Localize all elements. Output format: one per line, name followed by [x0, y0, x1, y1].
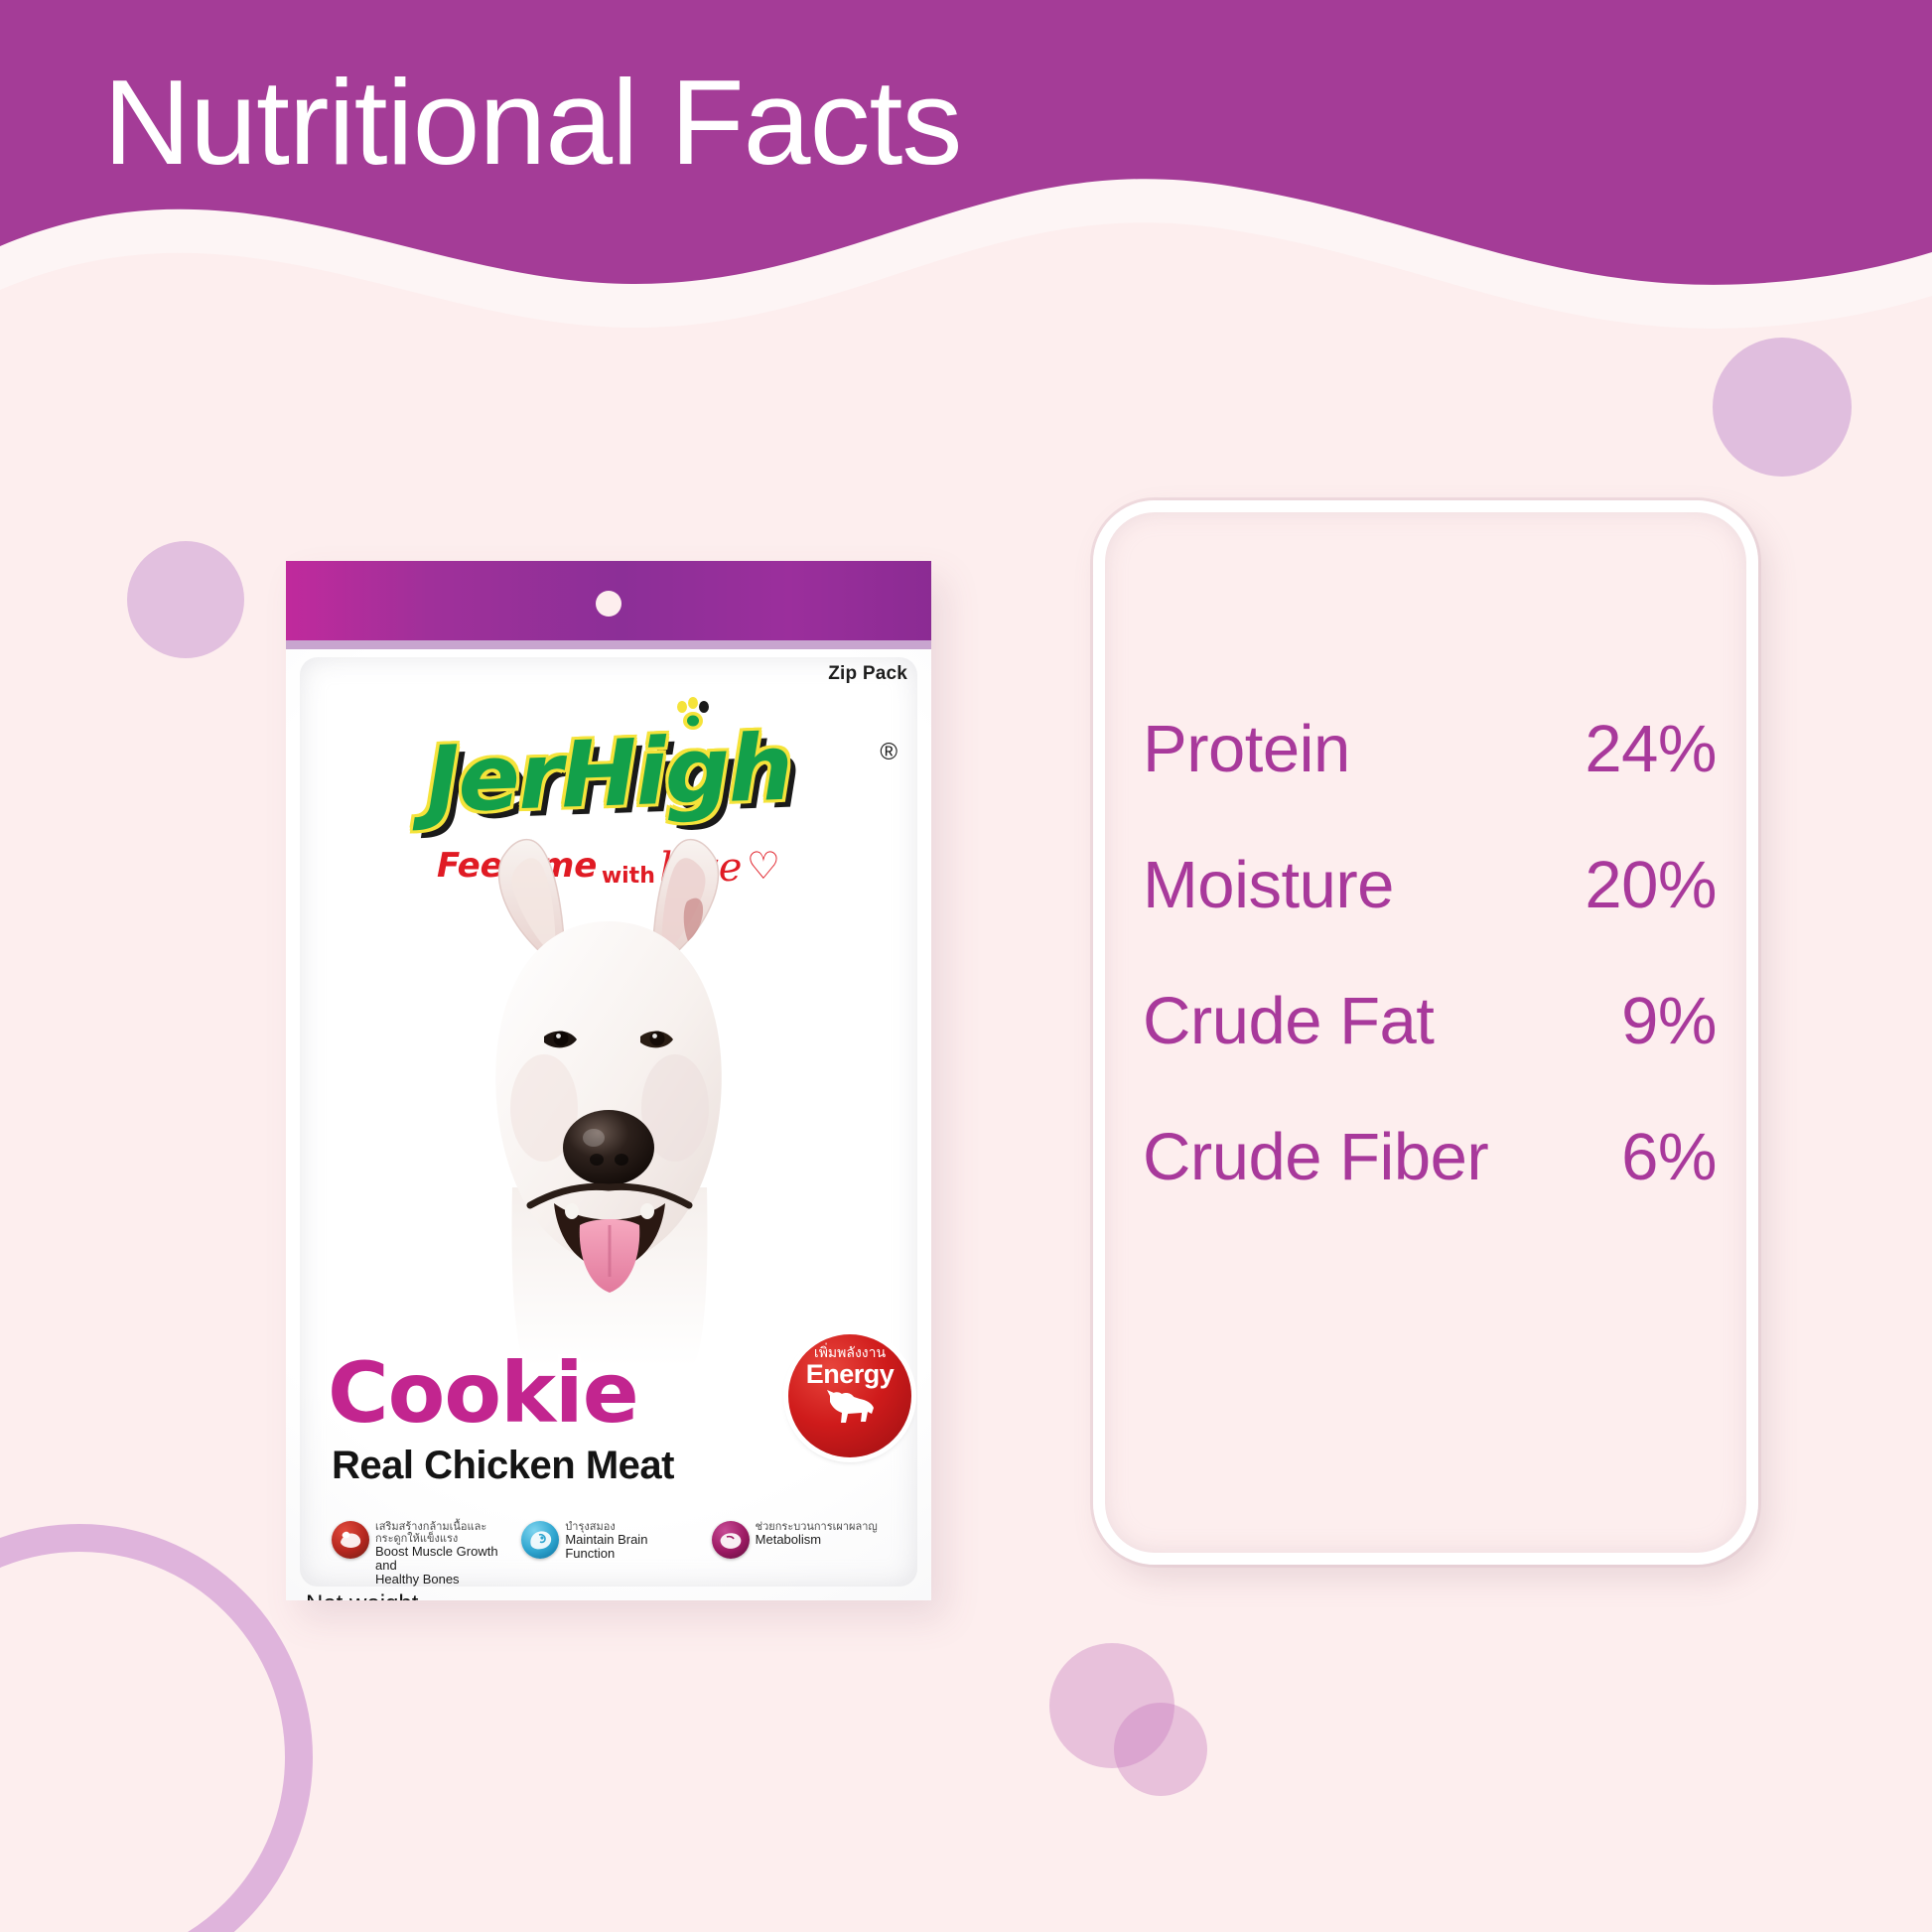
nutrition-list: Protein 24% Moisture 20% Crude Fat 9% Cr…	[1143, 711, 1717, 1195]
feature-item: บำรุงสมอง Maintain Brain Function	[521, 1521, 697, 1587]
nutrition-label: Crude Fat	[1143, 984, 1435, 1058]
nutrition-label: Crude Fiber	[1143, 1120, 1489, 1194]
package-hang-hole	[596, 591, 621, 617]
zip-pack-label: Zip Pack	[828, 663, 907, 684]
package-front-face: Zip Pack JerHigh ® Feed me with love ♡	[286, 649, 931, 1600]
nutrition-label: Moisture	[1143, 848, 1394, 922]
energy-badge: เพิ่มพลังงาน Energy	[788, 1334, 911, 1457]
feature-english-line2: Function	[565, 1545, 616, 1561]
nutrition-label: Protein	[1143, 712, 1350, 786]
paw-print-icon	[677, 697, 709, 730]
header-wave-shape	[0, 0, 1932, 329]
feature-english-line1: Maintain Brain	[565, 1531, 648, 1547]
nutrition-row-crude-fat: Crude Fat 9%	[1143, 983, 1717, 1059]
liver-metabolism-icon	[711, 1521, 750, 1559]
tagline-with: with	[601, 864, 655, 889]
bull-terrier-dog-photo	[495, 838, 722, 1366]
product-package-image: Zip Pack JerHigh ® Feed me with love ♡	[286, 561, 931, 1600]
net-weight-block: Net weight 70 g.	[306, 1590, 418, 1600]
feature-english-line1: Metabolism	[755, 1531, 822, 1547]
feature-text: ช่วยกระบวนการเผาผลาญ Metabolism	[756, 1521, 878, 1547]
heart-icon: ♡	[746, 846, 780, 888]
feature-text: บำรุงสมอง Maintain Brain Function	[565, 1521, 647, 1561]
decorative-circle-top-left	[127, 541, 244, 658]
product-name: Cookie	[328, 1344, 639, 1442]
feature-text: เสริมสร้างกล้ามเนื้อและกระดูกให้แข็งแรง …	[375, 1521, 507, 1587]
feature-english-line1: Boost Muscle Growth and	[375, 1543, 498, 1573]
decorative-circle-bottom-right-small	[1114, 1703, 1207, 1796]
bull-terrier-silhouette-icon	[827, 1390, 874, 1424]
brand-logo: JerHigh ®	[286, 697, 931, 833]
nutrition-facts-panel: Protein 24% Moisture 20% Crude Fat 9% Cr…	[1093, 500, 1758, 1565]
feature-thai-text: ช่วยกระบวนการเผาผลาญ	[755, 1520, 878, 1533]
nutrition-row-protein: Protein 24%	[1143, 711, 1717, 787]
page-title: Nutritional Facts	[103, 55, 962, 190]
energy-badge-label: Energy	[805, 1359, 895, 1389]
feature-benefits-row: เสริมสร้างกล้ามเนื้อและกระดูกให้แข็งแรง …	[332, 1521, 888, 1587]
package-strip-underline	[286, 640, 931, 649]
net-weight-label: Net weight	[306, 1590, 418, 1600]
nutrition-value: 6%	[1621, 1120, 1717, 1194]
feature-item: ช่วยกระบวนการเผาผลาญ Metabolism	[711, 1521, 888, 1587]
feature-english-line2: Healthy Bones	[375, 1571, 460, 1587]
brain-function-icon	[521, 1521, 560, 1559]
nutrition-row-crude-fiber: Crude Fiber 6%	[1143, 1119, 1717, 1195]
feature-thai-text: เสริมสร้างกล้ามเนื้อและกระดูกให้แข็งแรง	[375, 1520, 487, 1545]
feature-thai-text: บำรุงสมอง	[565, 1520, 616, 1533]
nutrition-value: 9%	[1621, 984, 1717, 1058]
registered-trademark-icon: ®	[880, 739, 897, 765]
muscle-bone-icon	[332, 1521, 369, 1559]
energy-badge-thai-text: เพิ่มพลังงาน	[813, 1345, 887, 1361]
product-subtitle: Real Chicken Meat	[332, 1444, 674, 1487]
decorative-circle-bottom-right-large	[1049, 1643, 1174, 1768]
nutrition-value: 20%	[1585, 848, 1717, 922]
decorative-ring-bottom-left	[0, 1524, 313, 1932]
header-banner: Nutritional Facts	[0, 0, 1932, 329]
nutrition-value: 24%	[1585, 712, 1717, 786]
feature-item: เสริมสร้างกล้ามเนื้อและกระดูกให้แข็งแรง …	[332, 1521, 507, 1587]
nutrition-row-moisture: Moisture 20%	[1143, 847, 1717, 923]
